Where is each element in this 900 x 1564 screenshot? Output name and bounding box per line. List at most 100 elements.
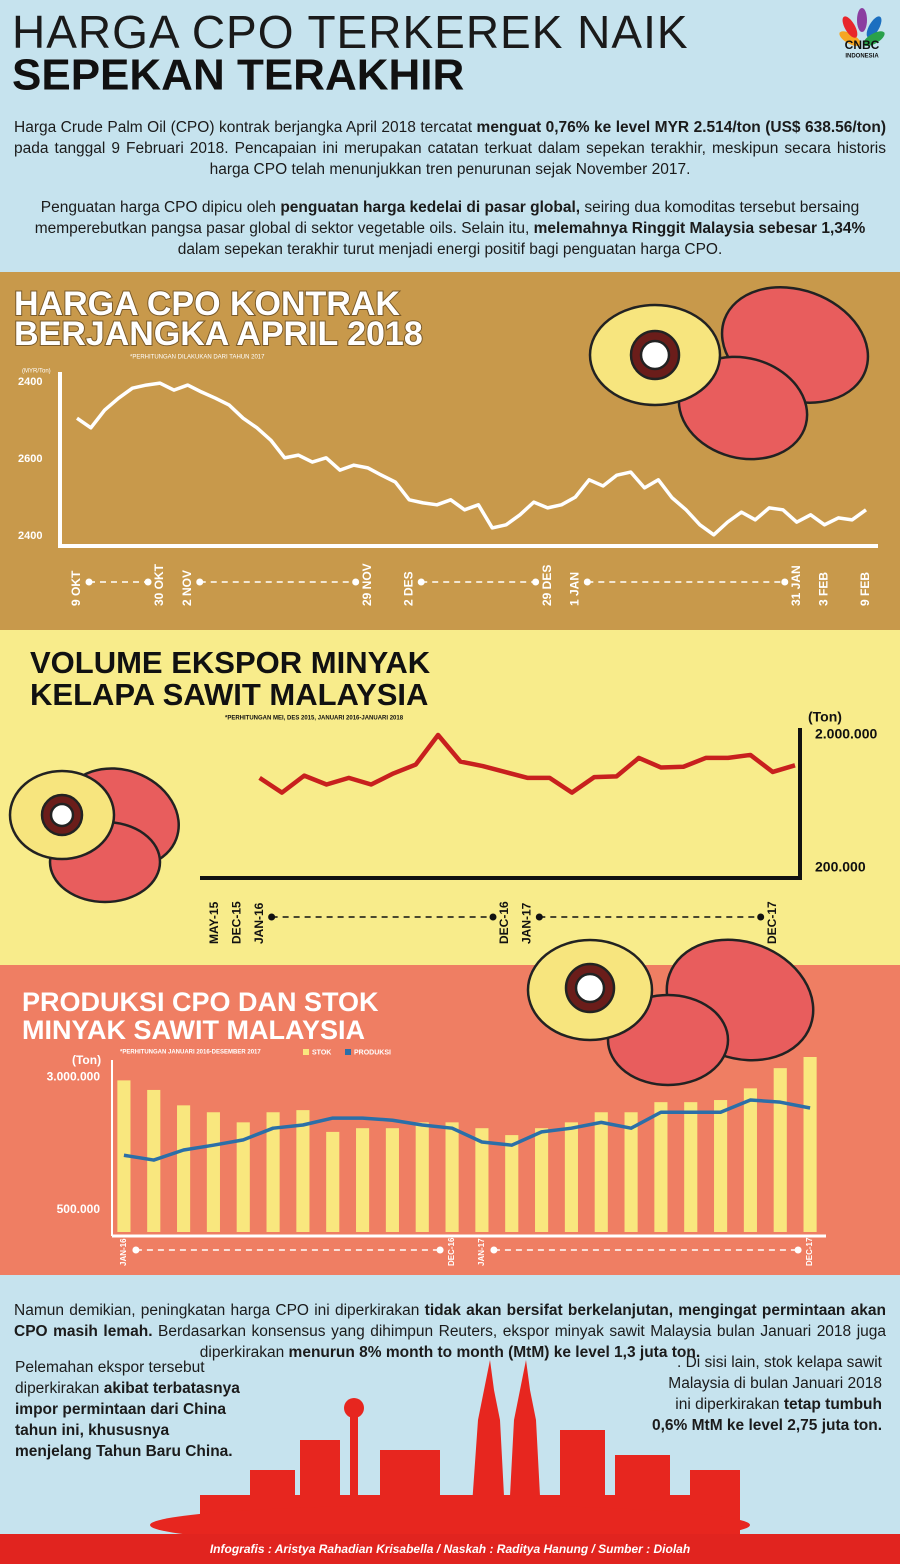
bar: [594, 1112, 608, 1232]
palm-fruit-illustration: [526, 938, 815, 1087]
connector-dot: [535, 913, 543, 921]
text-run: menguat 0,76% ke level MYR 2.514/ton (US…: [476, 119, 886, 136]
x-tick-label: 2 NOV: [180, 570, 194, 606]
x-tick-label: 30 OKT: [152, 563, 166, 606]
y-tick-label: 2600: [18, 453, 42, 465]
data-line: [76, 381, 868, 537]
text-run: Penguatan harga CPO dipicu oleh: [40, 199, 281, 216]
outro-paragraph: . Di sisi lain, stok kelapa sawit Malays…: [650, 1352, 882, 1436]
legend-label: STOK: [312, 1049, 331, 1056]
text-run: dalam sepekan terakhir turut menjadi ene…: [177, 241, 723, 258]
title: HARGA CPO TERKEREK NAIK: [12, 6, 689, 58]
text-run: menurun 8% month to month (MtM) ke level…: [288, 1344, 701, 1361]
header-bg: [0, 0, 900, 272]
x-tick-label: MAY-15: [207, 901, 221, 944]
palm-fruit-illustration: [588, 286, 870, 461]
bar: [266, 1112, 280, 1232]
chart-title: MINYAK SAWIT MALAYSIA: [22, 1015, 365, 1045]
connector-dot: [436, 1246, 444, 1254]
text-run: Namun demikian, peningkatan harga CPO in…: [14, 1302, 425, 1319]
x-tick-label: JAN-17: [519, 902, 533, 944]
bar: [564, 1122, 578, 1232]
connector-dot: [417, 578, 425, 586]
bar: [624, 1112, 638, 1232]
bar: [356, 1128, 370, 1232]
chart-note: *PERHITUNGAN DILAKUKAN DARI TAHUN 2017: [130, 355, 265, 361]
y-tick-label: 3.000.000: [47, 1069, 101, 1083]
chart-title: KELAPA SAWIT MALAYSIA: [30, 677, 428, 712]
footer-bg: [0, 1534, 900, 1564]
bar: [296, 1110, 310, 1232]
x-tick-label: DEC-16: [447, 1237, 456, 1266]
y-tick-label: 200.000: [815, 859, 866, 875]
connector-dot: [490, 1246, 498, 1254]
connector-dot: [583, 578, 591, 586]
x-tick-label: 29 NOV: [360, 563, 374, 606]
axis: [58, 372, 878, 1238]
x-tick-label: JAN-16: [252, 902, 266, 944]
x-tick-label: 1 JAN: [567, 572, 581, 606]
connector-dot: [85, 578, 93, 586]
connector-dot: [144, 578, 152, 586]
bar: [385, 1128, 399, 1232]
logo-text: CNBC: [845, 38, 880, 52]
connector-dot: [268, 913, 276, 921]
bar: [236, 1122, 250, 1232]
y-tick-label: 500.000: [57, 1202, 101, 1216]
y-axis-label: (Ton): [808, 709, 842, 725]
legend-label: PRODUKSI: [354, 1049, 391, 1056]
connector-dot: [532, 578, 540, 586]
x-tick-label: JAN-17: [477, 1238, 486, 1266]
text-run: melemahnya Ringgit Malaysia sebesar 1,34…: [533, 220, 866, 237]
bar: [415, 1122, 429, 1232]
x-tick-label: DEC-17: [805, 1237, 814, 1266]
text-run: Berdasarkan konsensus yang dihimpun Reut…: [152, 1323, 886, 1361]
intro-paragraph: Penguatan harga CPO dipicu oleh penguata…: [14, 197, 886, 260]
y-axis-label: (Ton): [72, 1053, 101, 1067]
text-run: seiring dua komoditas tersebut bersaing …: [34, 199, 860, 237]
bar: [803, 1057, 817, 1232]
section-bg: [0, 1275, 900, 1535]
logo-icon: [839, 8, 885, 47]
y-tick-label: 2.000.000: [815, 726, 877, 742]
text-run: . Di sisi lain, stok kelapa sawit Malays…: [668, 1354, 882, 1413]
connector-dot: [196, 578, 204, 586]
connector-dot: [489, 913, 497, 921]
chart-note: *PERHITUNGAN JANUARI 2016-DESEMBER 2017: [120, 1050, 261, 1056]
text-run: akibat terbatasnya impor permintaan dari…: [15, 1380, 240, 1460]
x-tick-label: 9 FEB: [858, 572, 872, 606]
legend-swatch: [303, 1049, 309, 1055]
logo-subtext: INDONESIA: [845, 54, 879, 60]
text-run: tidak akan bersifat berkelanjutan, mengi…: [14, 1302, 886, 1340]
data-line: [258, 732, 796, 795]
y-axis-label: (MYR/Ton): [22, 369, 51, 375]
outro-paragraph: Pelemahan ekspor tersebut diperkirakan a…: [15, 1357, 250, 1462]
text-run: pada tanggal 9 Februari 2018. Pencapaian…: [14, 140, 886, 178]
text-run: Harga Crude Palm Oil (CPO) kontrak berja…: [14, 119, 477, 136]
x-tick-label: 3 FEB: [817, 572, 831, 606]
text-run: penguatan harga kedelai di pasar global,: [280, 199, 581, 216]
connector-dot: [352, 578, 360, 586]
legend: STOK PRODUKSI: [303, 1049, 391, 1056]
bar: [684, 1102, 698, 1232]
connector-dot: [132, 1246, 140, 1254]
bar: [714, 1100, 728, 1232]
palm-fruit-illustration: [8, 767, 180, 904]
chart-note: *PERHITUNGAN MEI, DES 2015, JANUARI 2016…: [225, 716, 404, 722]
chart-title: PRODUKSI CPO DAN STOK: [22, 987, 379, 1017]
bar: [654, 1102, 668, 1232]
x-tick-label: DEC-15: [229, 901, 243, 944]
bar: [773, 1068, 787, 1232]
connector-dot: [781, 578, 789, 586]
outro-paragraph: Namun demikian, peningkatan harga CPO in…: [14, 1300, 886, 1363]
text-run: tetap tumbuh 0,6% MtM ke level 2,75 juta…: [652, 1396, 882, 1434]
x-tick-label: 31 JAN: [789, 565, 803, 606]
chart-title: BERJANGKA APRIL 2018: [14, 315, 423, 353]
x-tick-label: 29 DES: [540, 565, 554, 606]
x-tick-label: JAN-16: [119, 1238, 128, 1266]
bar: [445, 1122, 459, 1232]
bar: [535, 1128, 549, 1232]
x-tick-label: DEC-17: [765, 901, 779, 944]
intro-paragraph: Harga Crude Palm Oil (CPO) kontrak berja…: [14, 117, 886, 180]
